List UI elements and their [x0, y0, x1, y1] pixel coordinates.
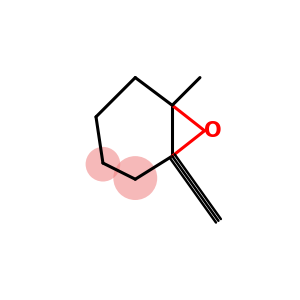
Text: O: O	[204, 121, 221, 141]
Circle shape	[85, 147, 120, 182]
Circle shape	[113, 156, 157, 200]
